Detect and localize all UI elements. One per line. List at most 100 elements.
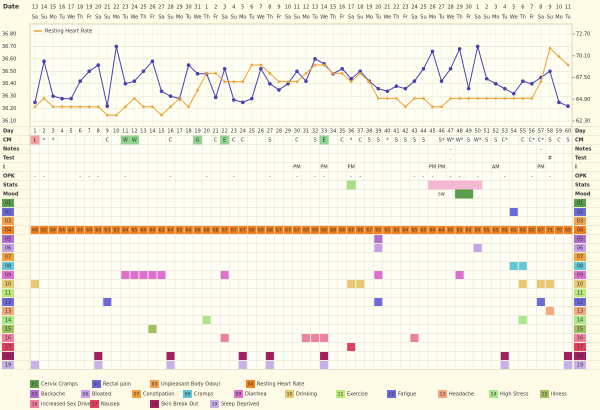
hr-cell — [265, 226, 275, 234]
opk-entry: - — [350, 174, 352, 180]
day-number: 55 — [520, 129, 526, 135]
y2-tick-label: 72.70 — [576, 32, 590, 38]
symptom-cell — [356, 280, 365, 288]
symptom-cell — [220, 334, 229, 342]
hr-cell — [193, 226, 202, 234]
y-tick-label: 36.10 — [2, 119, 16, 125]
opk-entry: - — [296, 174, 298, 180]
weekday: Sa — [158, 15, 164, 21]
y2-tick-label: 67.50 — [576, 75, 590, 81]
weekday: Th — [139, 15, 146, 21]
point — [132, 79, 137, 84]
day-number: 1 — [33, 129, 36, 135]
cm-entry: C — [358, 138, 362, 144]
date: 13 — [32, 5, 38, 11]
date: 23 — [402, 5, 408, 11]
point — [295, 80, 299, 83]
date: 15 — [50, 5, 56, 11]
cm-highlight — [129, 135, 139, 145]
symptom-cell — [374, 244, 383, 252]
point — [277, 80, 281, 83]
weekday: Tu — [185, 15, 191, 21]
hr-cell — [536, 226, 546, 234]
point — [322, 63, 326, 67]
y-tick-label: 36.70 — [2, 44, 16, 50]
cm-entry: W — [132, 138, 137, 144]
day-number: 27 — [267, 129, 273, 135]
weekday: Su — [420, 15, 426, 21]
hr-cell — [356, 226, 365, 234]
hr-cell — [121, 226, 130, 234]
cm-entry: W* — [474, 138, 482, 144]
hr-value: 68 — [204, 228, 210, 234]
symptom-code-bg — [574, 298, 586, 306]
hr-cell — [157, 226, 166, 234]
symptom-code-bg — [574, 280, 586, 288]
symptom-code-bg — [574, 235, 586, 243]
weekday: Su — [167, 15, 173, 21]
date: 22 — [113, 5, 119, 11]
hr-cell — [491, 226, 500, 234]
point — [440, 105, 443, 109]
weekday: Th — [392, 15, 399, 21]
point — [331, 72, 335, 75]
point — [313, 57, 317, 61]
weekday: Sa — [285, 15, 291, 21]
date: 20 — [95, 5, 101, 11]
hr-value: 70 — [556, 228, 562, 234]
hr-value: 65 — [448, 228, 454, 234]
point — [178, 97, 181, 100]
symptom-code: 19 — [5, 363, 11, 369]
cm-entry: C — [295, 138, 299, 144]
date: 2 — [485, 5, 488, 11]
hr-value: 69 — [565, 228, 571, 234]
cm-entry: C* — [529, 138, 535, 144]
legend-code-bg — [336, 390, 345, 398]
row-label-right: Day — [575, 129, 586, 135]
cm-entry: C — [214, 138, 218, 144]
symptom-code-bg — [2, 352, 14, 360]
legend-code: 17 — [92, 402, 98, 408]
cm-entry: S — [368, 138, 371, 144]
day-number: 53 — [502, 129, 508, 135]
point — [241, 80, 245, 83]
opk-entry: - — [477, 174, 479, 180]
symptom-cell — [563, 352, 573, 360]
symptom-cell — [302, 334, 311, 342]
cm-highlight — [319, 135, 329, 145]
legend-code: 06 — [83, 392, 89, 398]
hr-cell — [94, 226, 103, 234]
symptom-cell — [238, 361, 247, 369]
symptom-code-right: 13 — [577, 309, 583, 315]
opk-entry: - — [124, 174, 126, 180]
weekday: Tu — [375, 15, 381, 21]
symptom-code: 09 — [5, 273, 11, 279]
date: 3 — [494, 5, 497, 11]
cm-entry: W* — [456, 138, 464, 144]
legend-code: 09 — [236, 392, 242, 398]
symptom-code: 11 — [5, 291, 11, 297]
symptom-code-bg — [574, 334, 586, 342]
cm-entry: S — [268, 138, 271, 144]
symptom-cell — [130, 271, 139, 279]
day-number: 6 — [79, 129, 82, 135]
point — [69, 105, 73, 109]
hr-cell — [202, 226, 211, 234]
symptom-code-bg — [574, 352, 586, 360]
day-number: 45 — [429, 129, 435, 135]
y-tick-label: 36.40 — [2, 81, 16, 87]
cm-entry: S — [313, 138, 316, 144]
weekday: Sa — [475, 15, 481, 21]
point — [530, 97, 534, 100]
legend-code: 16 — [32, 402, 38, 408]
date: 24 — [411, 5, 417, 11]
day-number: 49 — [465, 129, 471, 135]
day-number: 9 — [106, 129, 109, 135]
point — [78, 105, 82, 109]
hr-value: 65 — [520, 228, 526, 234]
legend-code: 02 — [94, 382, 100, 388]
hr-cell — [527, 226, 537, 234]
hr-value: 67 — [276, 228, 282, 234]
symptom-cell — [500, 352, 509, 360]
grid-bg — [29, 126, 573, 370]
